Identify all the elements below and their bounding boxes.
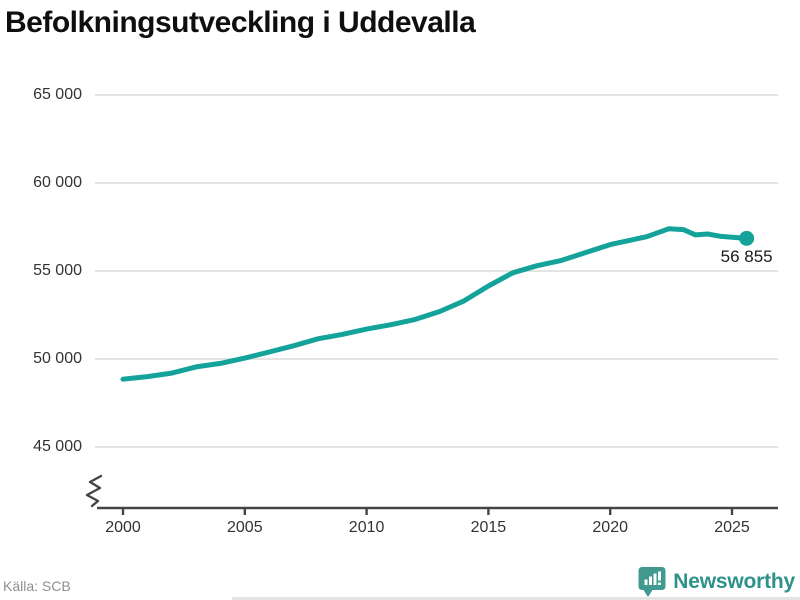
endpoint-marker bbox=[739, 230, 755, 246]
bottom-edge-strip bbox=[232, 597, 800, 600]
gridlines bbox=[95, 94, 778, 448]
source-note: Källa: SCB bbox=[3, 578, 71, 594]
newsworthy-chart-bubble-icon bbox=[638, 567, 666, 597]
x-tick-label: 2000 bbox=[105, 519, 141, 536]
newsworthy-logo[interactable]: Newsworthy bbox=[638, 566, 795, 598]
x-tick-label: 2025 bbox=[714, 519, 750, 536]
y-tick-label: 60 000 bbox=[33, 174, 82, 191]
population-line bbox=[120, 226, 750, 382]
y-tick-label: 50 000 bbox=[33, 350, 82, 367]
chart-title: Befolkningsutveckling i Uddevalla bbox=[5, 6, 476, 39]
x-tick-label: 2020 bbox=[592, 519, 628, 536]
newsworthy-wordmark: Newsworthy bbox=[673, 570, 795, 593]
axis-break-icon bbox=[85, 474, 103, 508]
x-tick-label: 2015 bbox=[470, 519, 507, 536]
y-tick-label: 45 000 bbox=[33, 438, 82, 455]
x-axis bbox=[97, 506, 778, 515]
x-tick-label: 2010 bbox=[348, 519, 385, 536]
value-label: 56 855 bbox=[720, 247, 773, 267]
y-tick-label: 65 000 bbox=[33, 86, 82, 103]
x-tick-label: 2005 bbox=[227, 519, 263, 536]
y-tick-label: 55 000 bbox=[33, 262, 82, 279]
